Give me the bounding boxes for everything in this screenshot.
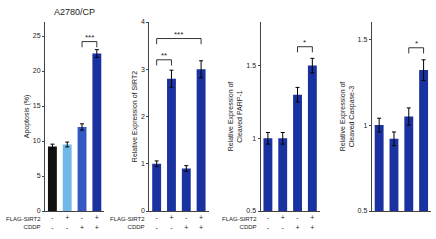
svg-text:0.5: 0.5 — [358, 207, 368, 214]
svg-text:--: -- — [267, 214, 270, 230]
svg-text:**: ** — [161, 51, 167, 60]
svg-text:25: 25 — [33, 32, 41, 39]
svg-text:++: ++ — [199, 214, 203, 230]
svg-text:0: 0 — [141, 207, 145, 214]
svg-text:++: ++ — [95, 214, 99, 230]
svg-text:--: -- — [155, 214, 158, 230]
svg-text:1: 1 — [141, 160, 145, 167]
svg-text:FLAG-SIRT2CDDP: FLAG-SIRT2CDDP — [6, 216, 41, 230]
svg-text:-+: -+ — [184, 214, 188, 230]
svg-text:*: * — [303, 38, 306, 47]
svg-text:+-: +- — [65, 214, 69, 230]
svg-text:*: * — [415, 39, 418, 48]
svg-text:+-: +- — [169, 214, 173, 230]
svg-text:FLAG-SIRT2CDDP: FLAG-SIRT2CDDP — [222, 216, 257, 230]
svg-text:-+: -+ — [80, 214, 84, 230]
svg-text:***: *** — [174, 30, 183, 39]
svg-text:1: 1 — [363, 122, 367, 129]
svg-text:+-: +- — [281, 214, 285, 230]
svg-text:Apoptosis (%): Apoptosis (%) — [23, 95, 31, 139]
svg-text:***: *** — [85, 33, 94, 42]
svg-text:15: 15 — [33, 102, 41, 109]
svg-text:5: 5 — [37, 172, 41, 179]
svg-text:Relative Expression ofCleaved: Relative Expression ofCleaved PARP-1 — [227, 82, 243, 152]
svg-text:0.5: 0.5 — [246, 207, 256, 214]
svg-text:1.5: 1.5 — [358, 36, 368, 43]
svg-text:--: -- — [51, 214, 54, 230]
svg-text:++: ++ — [310, 214, 314, 230]
svg-text:Relative Expression of SIRT2: Relative Expression of SIRT2 — [131, 71, 139, 162]
svg-text:A2780/CP: A2780/CP — [54, 7, 95, 17]
svg-text:-+: -+ — [295, 214, 299, 230]
svg-text:4: 4 — [141, 18, 145, 25]
svg-text:3: 3 — [141, 66, 145, 73]
svg-text:2: 2 — [141, 113, 145, 120]
svg-text:1: 1 — [252, 135, 256, 142]
svg-text:1.5: 1.5 — [246, 62, 256, 69]
svg-text:0: 0 — [37, 207, 41, 214]
svg-text:FLAG-SIRT2CDDP: FLAG-SIRT2CDDP — [110, 216, 145, 230]
svg-text:20: 20 — [33, 67, 41, 74]
svg-text:Relative Expression ofCleaved: Relative Expression ofCleaved Caspase-3 — [339, 82, 356, 152]
svg-text:10: 10 — [33, 137, 41, 144]
